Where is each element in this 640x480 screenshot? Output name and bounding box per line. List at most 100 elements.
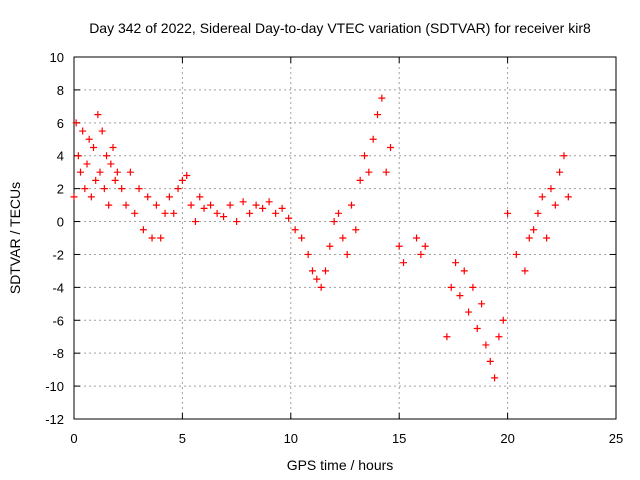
data-point	[72, 119, 80, 127]
data-point	[473, 325, 481, 332]
data-point	[304, 250, 312, 258]
data-point	[343, 250, 351, 258]
data-point	[94, 111, 102, 119]
y-tick-label: -10	[45, 379, 64, 394]
data-point	[374, 111, 382, 119]
data-point	[452, 259, 460, 267]
y-tick-label: 0	[57, 215, 64, 230]
data-point	[213, 209, 221, 217]
data-point	[378, 94, 386, 102]
data-point	[443, 333, 451, 341]
data-point	[395, 242, 403, 250]
data-point	[126, 168, 134, 176]
data-point	[174, 185, 182, 193]
data-point	[334, 209, 342, 217]
data-point	[98, 127, 106, 135]
data-point	[400, 259, 408, 267]
y-tick-label: 8	[57, 83, 64, 98]
y-tick-label: -6	[52, 313, 64, 328]
x-axis-ticks: 0 5 10 15 20 25	[70, 57, 623, 446]
data-point	[525, 234, 533, 242]
data-point	[551, 201, 559, 209]
data-point	[100, 185, 108, 193]
data-point	[77, 168, 85, 176]
data-point	[122, 201, 130, 209]
data-point	[291, 226, 299, 234]
data-point	[139, 226, 147, 234]
data-point	[556, 168, 564, 176]
data-point	[79, 127, 87, 135]
data-point	[92, 176, 100, 184]
data-point	[103, 152, 111, 160]
data-point	[81, 185, 89, 193]
data-point	[330, 218, 338, 226]
data-point	[90, 144, 98, 151]
y-tick-label: 6	[57, 116, 64, 131]
data-point	[486, 357, 494, 365]
data-point	[560, 152, 568, 160]
data-point	[178, 176, 186, 184]
data-point	[246, 209, 254, 217]
data-point	[131, 209, 139, 217]
data-point	[298, 234, 306, 242]
data-point	[413, 234, 421, 242]
data-point	[161, 209, 169, 217]
data-point	[272, 209, 280, 217]
data-point	[538, 193, 546, 201]
y-tick-label: -12	[45, 412, 64, 427]
chart-title: Day 342 of 2022, Sidereal Day-to-day VTE…	[89, 20, 591, 36]
data-point	[339, 234, 347, 242]
y-tick-label: -2	[52, 247, 64, 262]
data-point	[239, 198, 247, 206]
data-point	[170, 209, 178, 217]
data-point	[478, 300, 486, 308]
y-tick-label: 2	[57, 182, 64, 197]
y-axis-label: SDTVAR / TECUs	[7, 182, 23, 294]
data-point	[148, 234, 156, 242]
data-point	[482, 341, 490, 349]
data-point	[109, 144, 117, 151]
data-point	[200, 204, 208, 212]
data-point	[191, 218, 199, 226]
data-point	[447, 283, 455, 291]
y-tick-label: -8	[52, 346, 64, 361]
data-point	[107, 160, 115, 168]
data-point	[547, 185, 555, 193]
data-point	[118, 185, 126, 193]
data-point	[144, 193, 152, 201]
x-axis-label: GPS time / hours	[287, 457, 394, 473]
x-tick-label: 5	[179, 431, 186, 446]
data-point	[135, 185, 143, 193]
data-point	[226, 201, 234, 209]
data-point	[196, 193, 204, 201]
data-point	[361, 152, 369, 160]
data-point	[113, 168, 121, 176]
data-point	[165, 193, 173, 201]
data-point	[564, 193, 572, 201]
data-point	[326, 242, 334, 250]
data-point	[96, 168, 104, 176]
data-point	[469, 283, 477, 291]
data-point	[265, 198, 273, 206]
data-point	[356, 176, 364, 184]
data-point	[278, 204, 286, 212]
data-point	[387, 144, 395, 151]
data-point	[187, 201, 195, 209]
data-point	[421, 242, 429, 250]
data-point	[105, 201, 113, 209]
data-point	[259, 204, 267, 212]
data-point	[512, 250, 520, 258]
data-points	[70, 94, 572, 382]
data-point	[417, 250, 425, 258]
data-point	[465, 308, 473, 316]
data-point	[87, 193, 95, 201]
data-point	[365, 168, 373, 176]
y-tick-label: 4	[57, 149, 64, 164]
data-point	[348, 201, 356, 209]
data-point	[308, 267, 316, 275]
y-axis-ticks: 10 8 6 4 2 0 -2 -4 -6 -8 -10 -12	[45, 50, 616, 427]
x-tick-label: 15	[392, 431, 406, 446]
x-tick-label: 0	[70, 431, 77, 446]
data-point	[85, 135, 93, 143]
data-point	[530, 226, 538, 234]
